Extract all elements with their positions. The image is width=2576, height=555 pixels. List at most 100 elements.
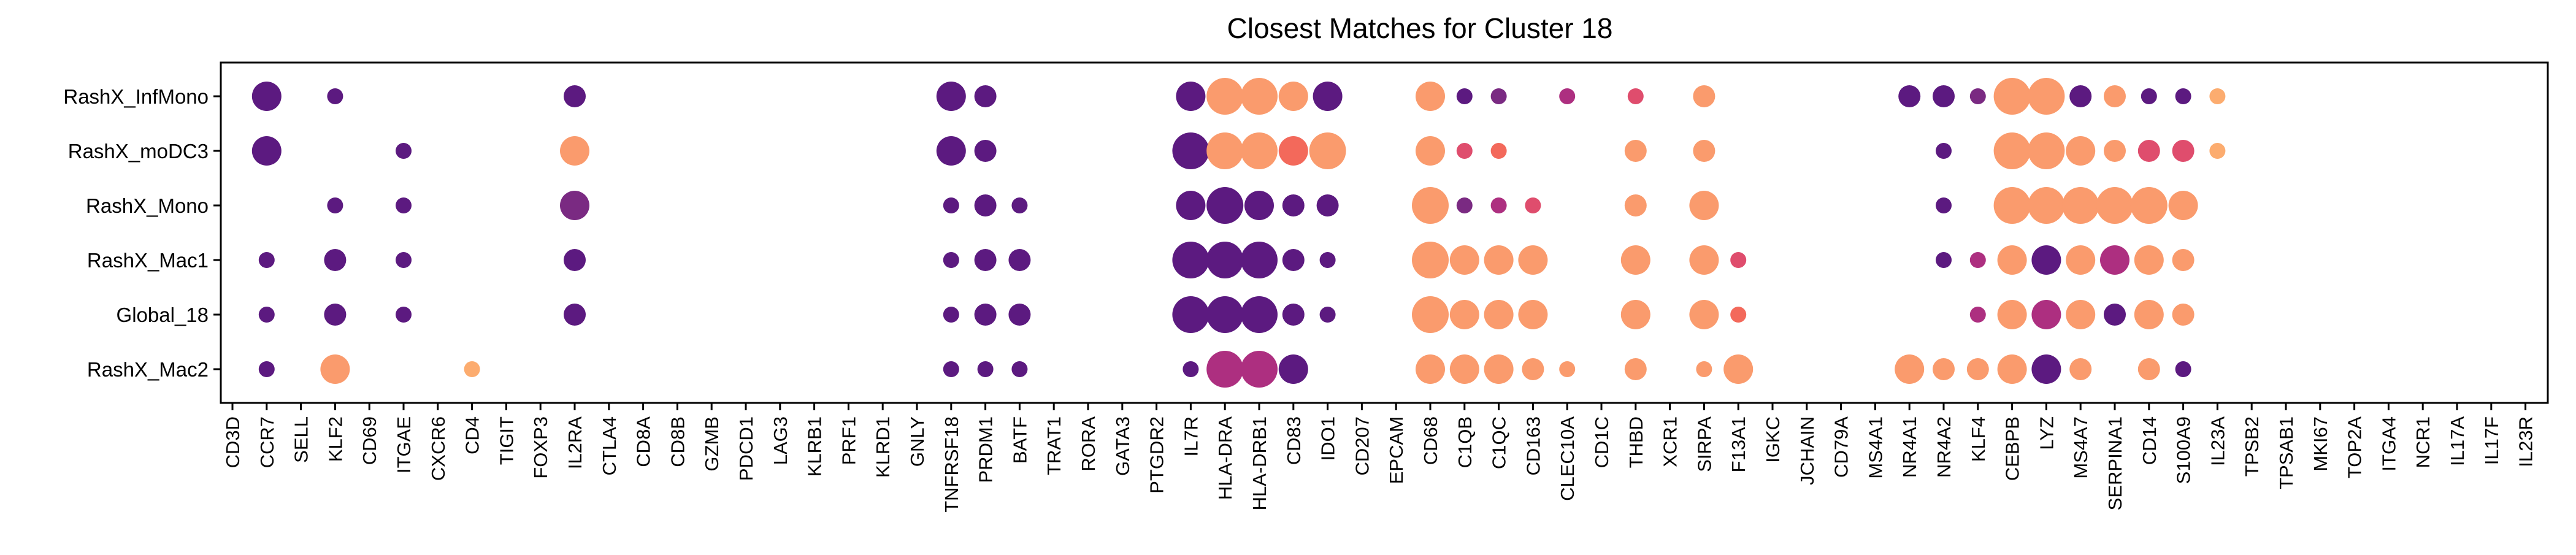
dot-global-18-klf4 bbox=[1969, 307, 1986, 323]
dot-rashx-mono-lyz bbox=[2028, 187, 2065, 224]
dot-rashx-infmono-prdm1 bbox=[974, 85, 997, 107]
y-tick-labels: RashX_InfMono RashX_moDC3 RashX_Mono RashX_… bbox=[63, 85, 221, 381]
dot-rashx-mono-ido1 bbox=[1316, 194, 1339, 216]
x-tick-label-c1qb: C1QB bbox=[1454, 416, 1476, 468]
x-tick-label-klf4: KLF4 bbox=[1968, 416, 1989, 462]
x-tick-label-rora: RORA bbox=[1078, 416, 1099, 472]
dot-global-18-c1qb bbox=[1449, 300, 1479, 329]
dot-rashx-modc3-il23a bbox=[2209, 143, 2226, 159]
x-tick-label-itgae: ITGAE bbox=[393, 416, 415, 473]
x-tick-label-serpina1: SERPINA1 bbox=[2104, 416, 2126, 510]
dot-rashx-mono-il7r bbox=[1176, 191, 1206, 220]
dot-global-18-lyz bbox=[2031, 300, 2061, 329]
dot-rashx-mac1-c1qc bbox=[1484, 245, 1514, 275]
dot-rashx-mac2-ccr7 bbox=[258, 361, 275, 377]
x-tick-label-prdm1: PRDM1 bbox=[975, 416, 997, 483]
dot-rashx-infmono-ccr7 bbox=[251, 82, 282, 111]
dot-rashx-modc3-cd68 bbox=[1416, 136, 1445, 166]
dot-rashx-mono-cd83 bbox=[1282, 194, 1305, 216]
dot-rashx-mac2-sirpa bbox=[1696, 361, 1712, 377]
dot-rashx-mono-hla-drb1 bbox=[1244, 191, 1274, 220]
x-tick-label-gnly: GNLY bbox=[907, 416, 928, 467]
dot-rashx-modc3-tnfrsf18 bbox=[936, 136, 966, 166]
dot-rashx-infmono-il2ra bbox=[564, 85, 586, 107]
dot-rashx-mac2-cebpb bbox=[1997, 354, 2027, 384]
dot-rashx-infmono-cd14 bbox=[2141, 88, 2157, 104]
x-tick-label-cd68: CD68 bbox=[1420, 416, 1441, 465]
x-tick-label-cd79a: CD79A bbox=[1831, 416, 1852, 478]
dot-rashx-modc3-nr4a2 bbox=[1936, 143, 1952, 159]
dot-rashx-modc3-cebpb bbox=[1993, 132, 2031, 169]
dot-rashx-modc3-cd83 bbox=[1278, 136, 1308, 166]
x-tick-label-cd207: CD207 bbox=[1351, 416, 1373, 476]
dot-rashx-mac2-nr4a1 bbox=[1895, 354, 1925, 384]
dot-rashx-mac1-tnfrsf18 bbox=[943, 252, 959, 268]
dot-global-18-klf2 bbox=[324, 304, 347, 326]
dot-rashx-infmono-c1qc bbox=[1490, 88, 1507, 104]
x-tick-label-cd8b: CD8B bbox=[667, 416, 688, 467]
dot-rashx-mac2-klf4 bbox=[1966, 358, 1989, 380]
x-tick-label-nr4a2: NR4A2 bbox=[1933, 416, 1955, 478]
dot-global-18-ms4a7 bbox=[2066, 300, 2096, 329]
dot-rashx-mac1-cd14 bbox=[2134, 245, 2164, 275]
dot-rashx-mac1-il7r bbox=[1172, 242, 1209, 278]
y-tick-label-rashx-mac1: RashX_Mac1 bbox=[87, 249, 209, 272]
x-tick-label-batf: BATF bbox=[1009, 416, 1030, 464]
dot-rashx-infmono-cd83 bbox=[1278, 82, 1308, 111]
x-tick-label-cd69: CD69 bbox=[359, 416, 380, 465]
y-tick-label-rashx-infmono: RashX_InfMono bbox=[63, 85, 209, 108]
dot-rashx-mac2-cd68 bbox=[1416, 354, 1445, 384]
x-tick-label-trat1: TRAT1 bbox=[1043, 416, 1065, 475]
x-tick-label-cd4: CD4 bbox=[462, 416, 483, 454]
dot-rashx-mono-cd163 bbox=[1525, 197, 1541, 213]
x-tick-label-cd163: CD163 bbox=[1522, 416, 1544, 476]
x-tick-label-hla-dra: HLA-DRA bbox=[1214, 416, 1236, 500]
dot-rashx-infmono-cebpb bbox=[1993, 78, 2031, 115]
dot-rashx-mono-prdm1 bbox=[974, 194, 997, 216]
dot-rashx-mono-c1qc bbox=[1490, 197, 1507, 213]
x-tick-label-tpsb2: TPSB2 bbox=[2241, 416, 2263, 477]
x-tick-label-il17a: IL17A bbox=[2447, 416, 2468, 466]
dot-rashx-mac2-il7r bbox=[1183, 361, 1199, 377]
dot-global-18-il7r bbox=[1172, 296, 1209, 333]
dot-global-18-cd68 bbox=[1412, 296, 1449, 333]
x-tick-label-ido1: IDO1 bbox=[1317, 416, 1339, 461]
dot-rashx-mono-ms4a7 bbox=[2062, 187, 2099, 224]
dot-global-18-f13a1 bbox=[1730, 307, 1747, 323]
dots bbox=[251, 78, 2226, 388]
dot-global-18-c1qc bbox=[1484, 300, 1514, 329]
x-tick-label-il7r: IL7R bbox=[1180, 416, 1202, 456]
x-tick-label-cebpb: CEBPB bbox=[2002, 416, 2023, 481]
dot-rashx-infmono-lyz bbox=[2028, 78, 2065, 115]
dot-global-18-thbd bbox=[1620, 300, 1650, 329]
dot-rashx-modc3-hla-dra bbox=[1206, 132, 1244, 169]
dot-rashx-mono-batf bbox=[1011, 197, 1028, 213]
dot-rashx-modc3-lyz bbox=[2028, 132, 2065, 169]
dot-rashx-mac2-hla-dra bbox=[1206, 351, 1244, 388]
dot-global-18-serpina1 bbox=[2104, 304, 2126, 326]
dot-rashx-mono-cd68 bbox=[1412, 187, 1449, 224]
x-tick-label-pdcd1: PDCD1 bbox=[735, 416, 757, 481]
dot-rashx-mac2-cd14 bbox=[2137, 358, 2160, 380]
dot-rashx-mac1-cd68 bbox=[1412, 242, 1449, 278]
dot-rashx-infmono-il7r bbox=[1176, 82, 1206, 111]
x-tick-label-ccr7: CCR7 bbox=[256, 416, 278, 468]
dot-rashx-mono-cebpb bbox=[1993, 187, 2031, 224]
dot-rashx-modc3-prdm1 bbox=[974, 140, 997, 162]
x-tick-label-il2ra: IL2RA bbox=[564, 416, 586, 469]
dot-rashx-mac2-lyz bbox=[2031, 354, 2061, 384]
dot-global-18-cd163 bbox=[1518, 300, 1548, 329]
dot-rashx-mac2-tnfrsf18 bbox=[943, 361, 959, 377]
x-tick-label-ms4a7: MS4A7 bbox=[2070, 416, 2091, 479]
dot-rashx-modc3-c1qc bbox=[1490, 143, 1507, 159]
x-tick-label-gzmb: GZMB bbox=[701, 416, 723, 472]
x-tick-label-prf1: PRF1 bbox=[838, 416, 859, 465]
dot-rashx-mac2-nr4a2 bbox=[1933, 358, 1955, 380]
dot-rashx-mono-sirpa bbox=[1689, 191, 1719, 220]
dot-rashx-infmono-serpina1 bbox=[2104, 85, 2126, 107]
x-tick-label-cd83: CD83 bbox=[1283, 416, 1305, 465]
dot-rashx-modc3-hla-drb1 bbox=[1241, 132, 1278, 169]
y-tick-label-rashx-modc3: RashX_moDC3 bbox=[68, 140, 209, 163]
x-tick-label-clec10a: CLEC10A bbox=[1557, 416, 1578, 501]
